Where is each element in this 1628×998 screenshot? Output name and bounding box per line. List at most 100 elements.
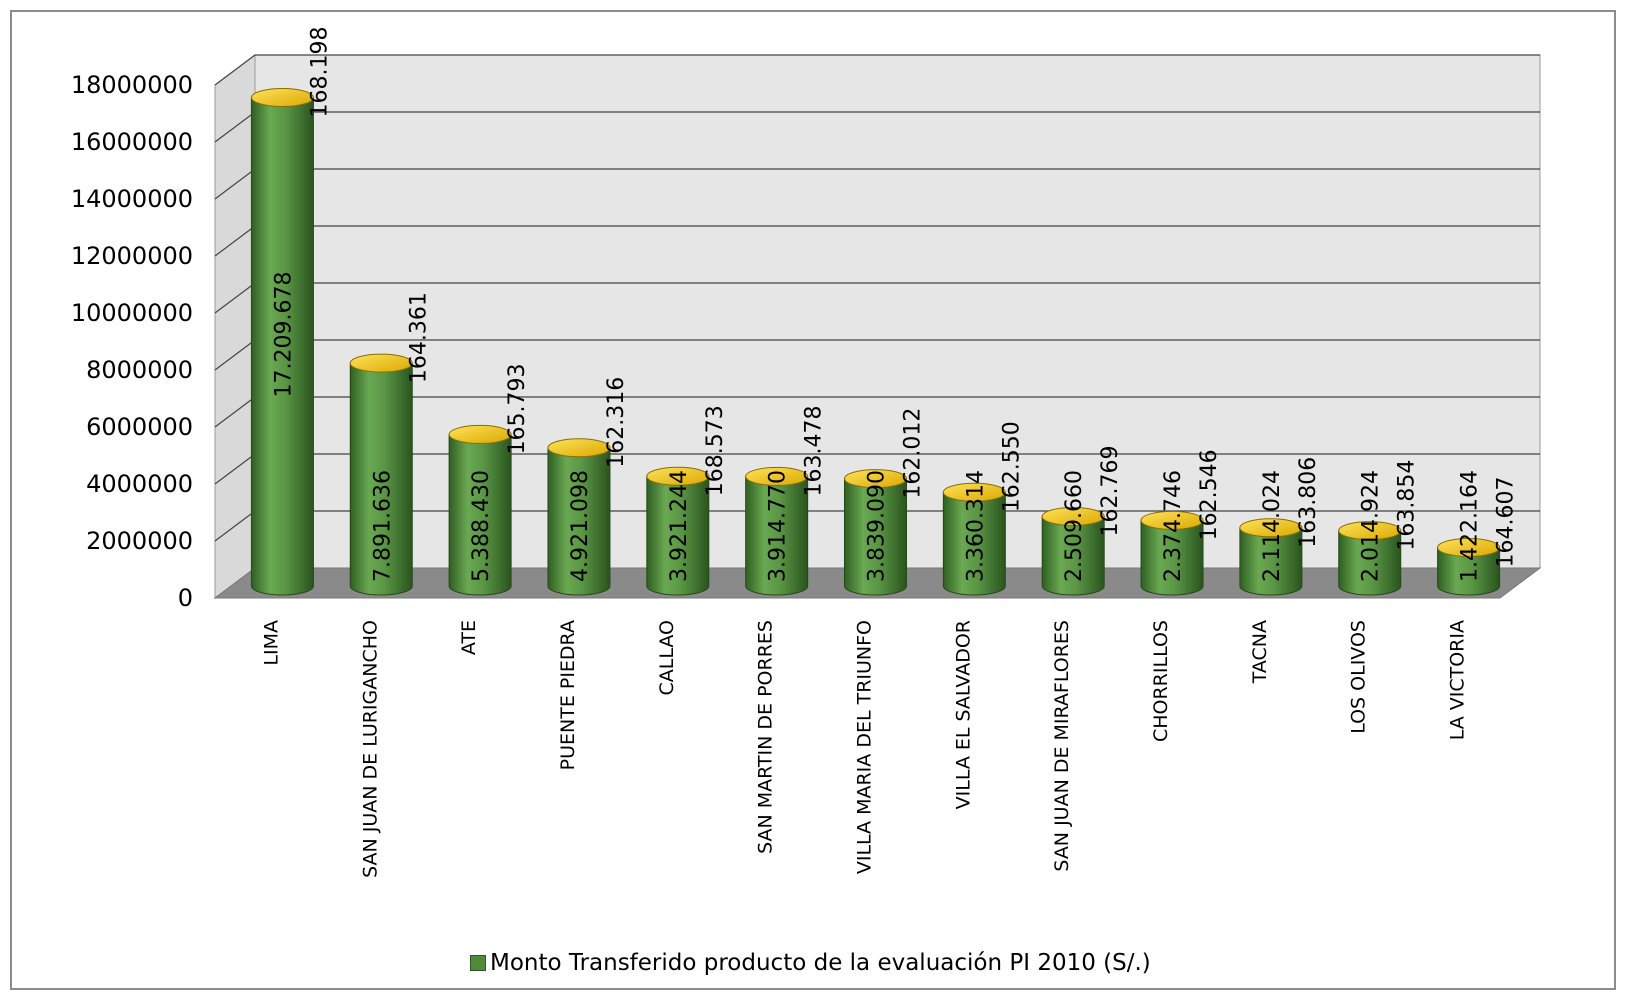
- bar-cap: [745, 466, 809, 486]
- y-tick-label: 12000000: [71, 242, 193, 270]
- x-category-label: LA VICTORIA: [1447, 620, 1469, 740]
- gridline-diag: [214, 168, 256, 200]
- bar-body: [646, 475, 710, 596]
- bar-cap: [1239, 518, 1303, 538]
- data-label: 3.839.090: [865, 470, 890, 582]
- data-label: 1.422.164: [1458, 470, 1483, 582]
- bar: 2.374.746 162.546: [1140, 449, 1222, 596]
- secondary-data-label: 165.793: [505, 363, 530, 454]
- bar-body: [448, 433, 512, 596]
- bar: 2.509.660 162.769: [1041, 445, 1123, 596]
- y-tick-label: 2000000: [86, 527, 193, 555]
- gridline-diag: [214, 225, 256, 257]
- secondary-data-label: 162.546: [1197, 449, 1222, 540]
- bar: 1.422.164 164.607: [1437, 470, 1519, 596]
- bar-body: [547, 447, 611, 596]
- data-label: 17.209.678: [271, 272, 296, 398]
- gridlines: [214, 54, 1540, 542]
- bar: 3.839.090 162.012: [844, 408, 926, 596]
- y-tick-label: 4000000: [86, 470, 193, 498]
- bar: 3.360.314 162.550: [942, 421, 1024, 596]
- bar: 7.891.636 164.361: [349, 292, 431, 596]
- y-axis: 0 2000000 4000000 6000000 8000000 10000000 120…: [71, 71, 193, 612]
- data-label: 5.388.430: [469, 470, 494, 582]
- y-tick-label: 8000000: [86, 356, 193, 384]
- gridline-diag: [214, 396, 256, 428]
- bar-cap: [448, 424, 512, 444]
- y-tick-label: 0: [178, 584, 193, 612]
- secondary-data-label: 168.573: [703, 405, 728, 496]
- data-label: 2.509.660: [1062, 470, 1087, 582]
- y-tick-label: 6000000: [86, 413, 193, 441]
- data-label: 7.891.636: [370, 470, 395, 582]
- gridline-diag: [214, 339, 256, 371]
- bar-body: [942, 491, 1006, 596]
- bar-cap: [1437, 537, 1501, 557]
- secondary-data-label: 162.316: [604, 377, 629, 468]
- secondary-data-label: 162.769: [1098, 445, 1123, 536]
- x-category-label: CALLAO: [656, 620, 678, 696]
- bar-body: [250, 97, 314, 596]
- bar-cap: [250, 88, 314, 108]
- gridline-diag: [214, 54, 256, 86]
- secondary-data-label: 163.806: [1296, 457, 1321, 548]
- data-label: 3.921.244: [667, 470, 692, 582]
- data-label: 3.914.770: [766, 470, 791, 582]
- bar-cap: [844, 469, 907, 489]
- gridline-diag: [214, 282, 256, 314]
- legend-swatch: [470, 955, 486, 971]
- x-category-label: LOS OLIVOS: [1348, 620, 1370, 734]
- x-category-label: SAN MARTIN DE PORRES: [755, 620, 777, 854]
- legend-label: Monto Transferido producto de la evaluac…: [490, 950, 1151, 976]
- bar-body: [349, 362, 413, 596]
- bar-cap: [1338, 521, 1402, 541]
- secondary-data-label: 164.607: [1494, 476, 1519, 567]
- bar: 3.914.770 163.478: [745, 405, 827, 596]
- bar-cap: [646, 466, 710, 486]
- x-category-label: CHORRILLOS: [1150, 620, 1172, 742]
- bar-cap: [1041, 506, 1105, 526]
- x-category-label: ATE: [458, 620, 480, 655]
- data-label: 2.114.024: [1260, 470, 1285, 582]
- secondary-data-label: 162.012: [901, 408, 926, 499]
- bar-body: [1239, 527, 1303, 596]
- gridline-diag: [214, 111, 256, 143]
- secondary-data-label: 163.854: [1395, 460, 1420, 551]
- secondary-data-label: 164.361: [406, 292, 431, 383]
- bar: 4.921.098 162.316: [547, 377, 629, 596]
- secondary-data-label: 163.478: [802, 405, 827, 496]
- bar-body: [1041, 515, 1105, 596]
- bar: 5.388.430 165.793: [448, 363, 530, 596]
- x-category-label: LIMA: [260, 620, 282, 666]
- gridline-diag: [214, 510, 256, 542]
- legend: Monto Transferido producto de la evaluac…: [470, 950, 1151, 976]
- bar: 17.209.678 168.198: [250, 27, 332, 596]
- side-wall: [214, 54, 256, 599]
- y-tick-label: 16000000: [71, 128, 193, 156]
- gridline-diag: [214, 453, 256, 485]
- bar-body: [844, 478, 907, 596]
- y-tick-label: 14000000: [71, 185, 193, 213]
- x-category-label: SAN JUAN DE LURIGANCHO: [359, 620, 381, 878]
- data-label: 4.921.098: [568, 470, 593, 582]
- y-tick-label: 18000000: [71, 71, 193, 99]
- bar-cap: [942, 482, 1006, 502]
- bar-body: [745, 475, 809, 596]
- bar: 3.921.244 168.573: [646, 405, 728, 596]
- data-label: 2.014.924: [1359, 470, 1384, 582]
- bar: 2.114.024 163.806: [1239, 457, 1321, 596]
- bar: 2.014.924 163.854: [1338, 460, 1420, 596]
- bar-body: [1338, 530, 1402, 596]
- x-category-label: VILLA MARIA DEL TRIUNFO: [854, 620, 876, 874]
- bars: 17.209.678 168.198 7.891.636 164.361 5.388.4…: [250, 27, 1519, 596]
- bar-cap: [1140, 510, 1204, 530]
- x-category-label: TACNA: [1249, 620, 1271, 684]
- data-label: 3.360.314: [963, 470, 988, 582]
- data-label: 2.374.746: [1161, 470, 1186, 582]
- bar-body: [1140, 519, 1204, 596]
- x-category-label: VILLA EL SALVADOR: [952, 620, 974, 809]
- bar-body: [1437, 546, 1501, 596]
- x-category-label: PUENTE PIEDRA: [557, 620, 579, 770]
- x-axis: LIMA SAN JUAN DE LURIGANCHO ATE PUENTE PIED…: [260, 620, 1468, 878]
